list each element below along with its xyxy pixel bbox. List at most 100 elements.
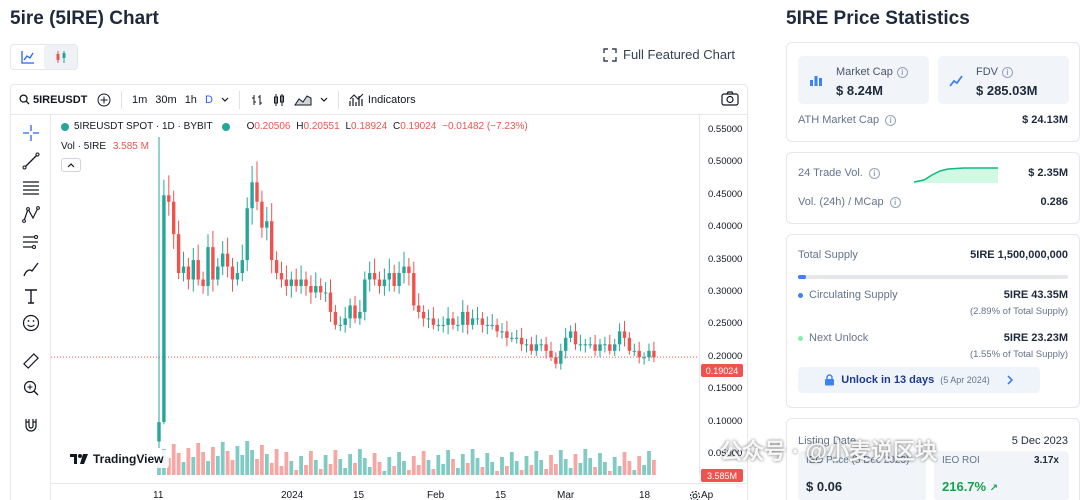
emoji-tool[interactable] [21,313,41,333]
candle-body [647,350,651,358]
candle-body [475,318,480,320]
trendline-icon [22,152,40,170]
measure-tool[interactable] [21,351,41,371]
candle-body [554,357,558,364]
price-tick: 0.30000 [708,286,743,297]
price-tick: 0.10000 [708,415,743,427]
indicators-button[interactable]: Indicators [345,93,420,107]
bar-style-button[interactable] [246,93,268,107]
text-tool[interactable] [21,286,41,306]
area-style-button[interactable] [290,93,316,107]
price-tick: 0.50000 [708,156,743,168]
candle-body [348,305,352,319]
full-featured-chart-button[interactable]: Full Featured Chart [603,47,735,62]
separator [121,90,122,109]
interval-1m[interactable]: 1m [132,93,148,106]
volume-bar [397,452,401,475]
candle-body [235,273,240,280]
candle-body [603,344,607,346]
candle-style-button[interactable] [268,93,290,107]
settings-gear[interactable] [689,489,701,500]
listing-date-row: Listing Date 5 Dec 2023 [798,435,1068,447]
unlock-countdown-button[interactable]: Unlock in 13 days (5 Apr 2024) [798,367,1040,393]
candle-body [328,292,333,312]
candle-body [505,331,509,338]
price-axis[interactable]: 0.55000 0.50000 0.45000 0.40000 0.35000 0.300… [699,115,747,475]
brush-icon [23,262,39,277]
symbol-label: 5IREUSDT [33,93,88,106]
volume-bar [240,455,245,475]
candle-body [382,279,387,286]
tradingview-logo[interactable]: TradingView [63,450,170,468]
line-chart-button[interactable] [11,45,44,69]
interval-30m[interactable]: 30m [155,93,177,106]
candle-body [260,201,264,228]
info-icon[interactable]: i [868,167,880,179]
candles-icon [273,93,284,106]
volume-bar [554,464,558,475]
candle-body [323,292,328,294]
candle-body [397,273,401,286]
forecast-tool[interactable] [21,232,41,252]
candle-body [578,344,583,346]
volume-bar [539,460,544,475]
volume-bar [201,452,205,475]
volume-bar [647,451,651,475]
info-icon[interactable]: i [1002,66,1013,78]
time-tick: Feb [427,490,445,500]
crosshair-tool[interactable] [21,123,41,143]
candle-body [500,331,504,333]
candle-body [632,350,636,352]
candle-body [358,311,362,319]
interval-d[interactable]: D [204,93,213,106]
interval-dropdown[interactable] [217,97,233,103]
candle-body [564,337,568,351]
pattern-tool[interactable] [21,205,41,225]
candle-body [412,273,416,306]
fib-tool[interactable] [21,178,41,198]
snapshot-button[interactable] [721,91,739,109]
candle-body [510,337,514,339]
chevron-down-icon [221,97,229,102]
style-dropdown[interactable] [316,97,332,103]
candle-body [309,286,313,293]
info-icon[interactable]: i [885,114,897,126]
volume-bar [563,459,568,475]
trade-volume-card: 24 Trade Vol. i $ 2.35M Vol. (24h) / MCap… [786,152,1080,224]
candle-body [363,279,367,312]
fibonacci-icon [23,181,39,195]
info-icon[interactable]: i [889,196,901,208]
volume-bar [593,467,597,475]
ieo-card: Listing Date 5 Dec 2023 IEO Price (5 Dec… [786,418,1080,500]
volume-bar [299,456,303,475]
interval-1h[interactable]: 1h [184,93,197,106]
bars-icon [251,94,262,105]
candle-body [191,260,195,280]
compare-button[interactable] [93,93,115,107]
separator [337,90,339,109]
volume-bar [617,466,622,475]
ieo-roi-label: IEO ROI [942,455,980,466]
candle-body [250,182,254,209]
volume-bar [230,460,235,475]
price-plot[interactable] [51,115,699,475]
trendline-tool[interactable] [21,151,41,171]
candle-body [622,331,627,338]
time-tick: Ap [701,490,714,500]
brush-tool[interactable] [21,259,41,279]
candle-chart-button[interactable] [44,45,77,69]
candle-body [417,305,421,312]
symbol-search[interactable]: 5IREUSDT [11,94,93,106]
magnet-tool[interactable] [21,415,41,435]
expand-icon [603,47,617,62]
zoom-in-icon [23,380,39,396]
info-icon[interactable]: i [896,66,908,78]
collapse-legend-button[interactable] [61,158,81,172]
tradingview-chart[interactable]: 5IREUSDT 1m 30m 1h D Indicators [10,84,748,500]
chevron-down-icon [320,97,328,102]
candle-body [495,324,499,332]
zoom-tool[interactable] [21,378,41,398]
candle-body [490,324,494,326]
volume-bar [211,447,215,475]
time-axis[interactable]: 11 2024 15 Feb 15 Mar 18 Ap [51,483,747,500]
